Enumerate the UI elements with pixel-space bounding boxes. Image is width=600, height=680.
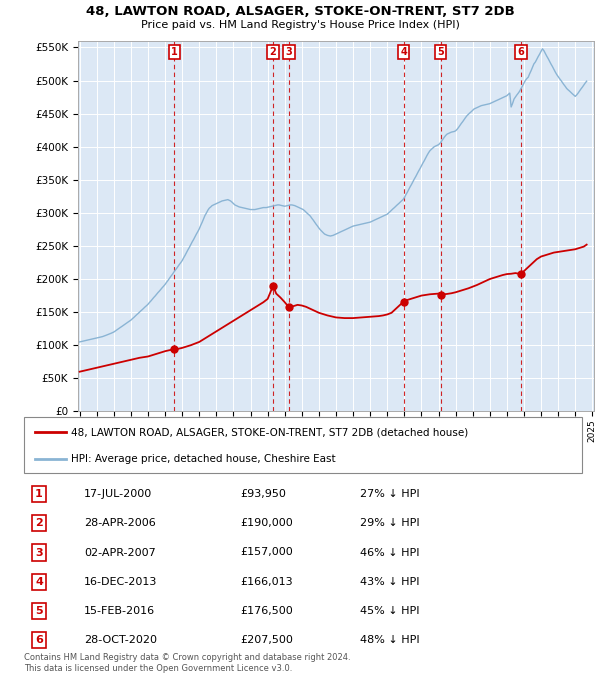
Text: 48% ↓ HPI: 48% ↓ HPI — [360, 635, 419, 645]
Text: 5: 5 — [437, 47, 444, 57]
Text: £190,000: £190,000 — [240, 518, 293, 528]
Text: 45% ↓ HPI: 45% ↓ HPI — [360, 606, 419, 616]
Text: 27% ↓ HPI: 27% ↓ HPI — [360, 489, 419, 499]
Text: £93,950: £93,950 — [240, 489, 286, 499]
Text: 3: 3 — [35, 547, 43, 558]
Text: This data is licensed under the Open Government Licence v3.0.: This data is licensed under the Open Gov… — [24, 664, 292, 673]
Text: 29% ↓ HPI: 29% ↓ HPI — [360, 518, 419, 528]
Text: 6: 6 — [518, 47, 524, 57]
Text: Price paid vs. HM Land Registry's House Price Index (HPI): Price paid vs. HM Land Registry's House … — [140, 20, 460, 31]
Text: £166,013: £166,013 — [240, 577, 293, 587]
Text: 28-APR-2006: 28-APR-2006 — [84, 518, 156, 528]
Text: HPI: Average price, detached house, Cheshire East: HPI: Average price, detached house, Ches… — [71, 454, 336, 464]
Text: 4: 4 — [35, 577, 43, 587]
Text: 28-OCT-2020: 28-OCT-2020 — [84, 635, 157, 645]
Text: £176,500: £176,500 — [240, 606, 293, 616]
Text: 43% ↓ HPI: 43% ↓ HPI — [360, 577, 419, 587]
Text: 16-DEC-2013: 16-DEC-2013 — [84, 577, 157, 587]
Text: 48, LAWTON ROAD, ALSAGER, STOKE-ON-TRENT, ST7 2DB (detached house): 48, LAWTON ROAD, ALSAGER, STOKE-ON-TRENT… — [71, 428, 469, 437]
Text: 46% ↓ HPI: 46% ↓ HPI — [360, 547, 419, 558]
Text: 02-APR-2007: 02-APR-2007 — [84, 547, 156, 558]
Text: 2: 2 — [270, 47, 277, 57]
Text: 48, LAWTON ROAD, ALSAGER, STOKE-ON-TRENT, ST7 2DB: 48, LAWTON ROAD, ALSAGER, STOKE-ON-TRENT… — [86, 5, 514, 18]
Text: 4: 4 — [400, 47, 407, 57]
Text: £157,000: £157,000 — [240, 547, 293, 558]
Text: 1: 1 — [35, 489, 43, 499]
Text: £207,500: £207,500 — [240, 635, 293, 645]
Text: 3: 3 — [286, 47, 292, 57]
Text: Contains HM Land Registry data © Crown copyright and database right 2024.: Contains HM Land Registry data © Crown c… — [24, 653, 350, 662]
Text: 6: 6 — [35, 635, 43, 645]
Text: 17-JUL-2000: 17-JUL-2000 — [84, 489, 152, 499]
Text: 1: 1 — [171, 47, 178, 57]
Text: 2: 2 — [35, 518, 43, 528]
Text: 15-FEB-2016: 15-FEB-2016 — [84, 606, 155, 616]
FancyBboxPatch shape — [24, 417, 582, 473]
Text: 5: 5 — [35, 606, 43, 616]
